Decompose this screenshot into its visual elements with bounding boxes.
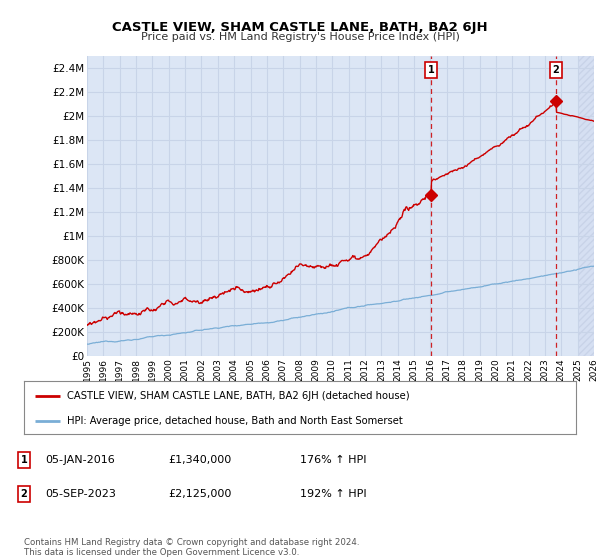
Text: 1: 1 [428,65,434,75]
Text: HPI: Average price, detached house, Bath and North East Somerset: HPI: Average price, detached house, Bath… [67,416,403,426]
Text: Contains HM Land Registry data © Crown copyright and database right 2024.
This d: Contains HM Land Registry data © Crown c… [24,538,359,557]
Text: CASTLE VIEW, SHAM CASTLE LANE, BATH, BA2 6JH (detached house): CASTLE VIEW, SHAM CASTLE LANE, BATH, BA2… [67,391,410,401]
Text: 192% ↑ HPI: 192% ↑ HPI [300,489,367,499]
Text: 2: 2 [553,65,559,75]
Text: 2: 2 [20,489,28,499]
Text: £2,125,000: £2,125,000 [168,489,232,499]
Text: 1: 1 [20,455,28,465]
Text: £1,340,000: £1,340,000 [168,455,231,465]
Text: 176% ↑ HPI: 176% ↑ HPI [300,455,367,465]
Bar [578,56,594,356]
Text: 05-SEP-2023: 05-SEP-2023 [45,489,116,499]
Bar [578,56,594,356]
Text: Price paid vs. HM Land Registry's House Price Index (HPI): Price paid vs. HM Land Registry's House … [140,32,460,43]
Text: CASTLE VIEW, SHAM CASTLE LANE, BATH, BA2 6JH: CASTLE VIEW, SHAM CASTLE LANE, BATH, BA2… [112,21,488,34]
Text: 05-JAN-2016: 05-JAN-2016 [45,455,115,465]
